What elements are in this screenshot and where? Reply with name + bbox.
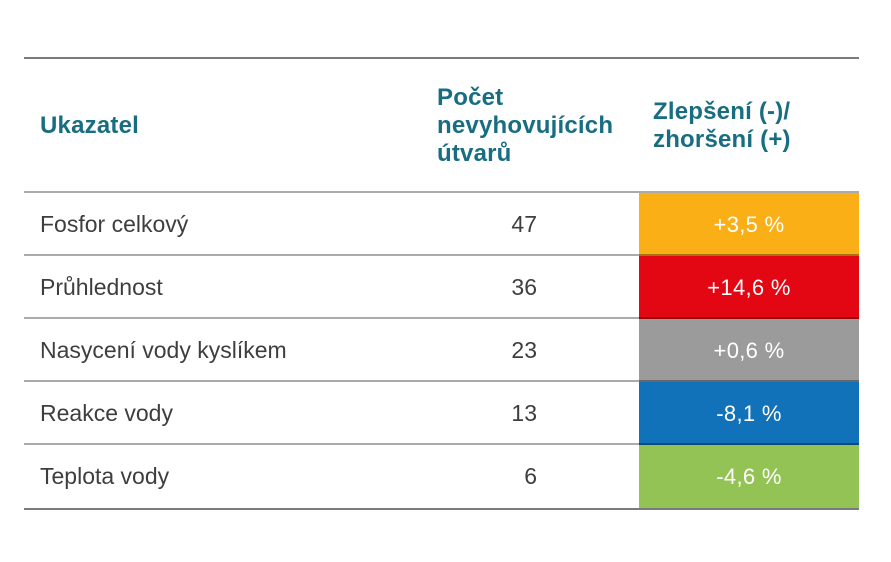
column-header-ukazatel: Ukazatel bbox=[40, 111, 139, 139]
indicator-label: Fosfor celkový bbox=[40, 211, 189, 237]
column-header-pocet-nevyhovujicich-utvaru: Počet nevyhovujících útvarů bbox=[437, 83, 614, 168]
indicator-label: Průhlednost bbox=[40, 274, 163, 300]
change-value: +14,6 % bbox=[707, 274, 791, 300]
column-header-zlepseni-zhorseni: Zlepšení (-)/ zhoršení (+) bbox=[653, 97, 791, 153]
count-value: 47 bbox=[511, 211, 537, 237]
change-value: +3,5 % bbox=[713, 211, 785, 237]
table-header-row: Ukazatel Počet nevyhovujících útvarů Zle… bbox=[24, 59, 859, 193]
table-row-nasyceni-vody-kyslikem: Nasycení vody kyslíkem 23 +0,6 % bbox=[24, 319, 859, 382]
water-indicators-table: Ukazatel Počet nevyhovujících útvarů Zle… bbox=[24, 57, 859, 510]
table-row-pruhlednost: Průhlednost 36 +14,6 % bbox=[24, 256, 859, 319]
indicator-label: Teplota vody bbox=[40, 463, 170, 489]
change-cell: +0,6 % bbox=[639, 319, 859, 382]
change-cell: -8,1 % bbox=[639, 382, 859, 445]
change-value: -4,6 % bbox=[716, 463, 782, 489]
change-value: +0,6 % bbox=[713, 337, 785, 363]
change-cell: +3,5 % bbox=[639, 193, 859, 256]
change-cell: -4,6 % bbox=[639, 445, 859, 508]
indicator-label: Reakce vody bbox=[40, 400, 173, 426]
table-row-teplota-vody: Teplota vody 6 -4,6 % bbox=[24, 445, 859, 508]
indicator-label: Nasycení vody kyslíkem bbox=[40, 337, 287, 363]
table-row-fosfor-celkovy: Fosfor celkový 47 +3,5 % bbox=[24, 193, 859, 256]
count-value: 13 bbox=[511, 400, 537, 426]
change-cell: +14,6 % bbox=[639, 256, 859, 319]
count-value: 23 bbox=[511, 337, 537, 363]
change-value: -8,1 % bbox=[716, 400, 782, 426]
count-value: 36 bbox=[511, 274, 537, 300]
count-value: 6 bbox=[524, 463, 537, 489]
table-row-reakce-vody: Reakce vody 13 -8,1 % bbox=[24, 382, 859, 445]
